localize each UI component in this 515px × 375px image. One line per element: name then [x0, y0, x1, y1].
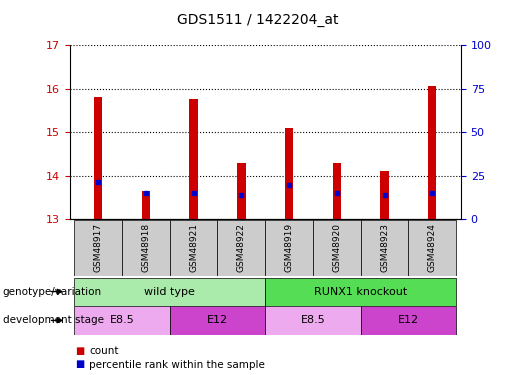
Text: E12: E12	[207, 315, 228, 326]
Text: percentile rank within the sample: percentile rank within the sample	[89, 360, 265, 369]
Bar	[408, 220, 456, 276]
Bar	[360, 306, 456, 334]
Bar	[333, 163, 341, 219]
Text: GSM48921: GSM48921	[189, 224, 198, 272]
Bar	[360, 220, 408, 276]
Text: GSM48918: GSM48918	[142, 224, 150, 272]
Bar	[190, 99, 198, 219]
Bar	[265, 306, 360, 334]
Text: development stage: development stage	[3, 315, 104, 326]
Bar	[74, 220, 122, 276]
Text: E12: E12	[398, 315, 419, 326]
Bar	[74, 278, 265, 306]
Bar	[74, 306, 170, 334]
Text: GSM48924: GSM48924	[428, 224, 437, 272]
Text: GSM48923: GSM48923	[380, 224, 389, 272]
Text: E8.5: E8.5	[110, 315, 134, 326]
Bar	[142, 191, 150, 219]
Bar	[381, 171, 389, 219]
Bar	[285, 128, 293, 219]
Bar	[237, 163, 246, 219]
Bar	[170, 220, 217, 276]
Text: wild type: wild type	[144, 286, 195, 297]
Bar	[122, 220, 170, 276]
Bar	[428, 86, 436, 219]
Bar	[313, 220, 360, 276]
Text: count: count	[89, 346, 118, 356]
Bar	[217, 220, 265, 276]
Bar	[170, 306, 265, 334]
Bar	[94, 98, 102, 219]
Bar	[265, 278, 456, 306]
Text: E8.5: E8.5	[301, 315, 325, 326]
Text: GSM48917: GSM48917	[94, 224, 102, 272]
Text: GSM48922: GSM48922	[237, 224, 246, 272]
Text: genotype/variation: genotype/variation	[3, 286, 101, 297]
Text: ■: ■	[75, 346, 84, 356]
Bar	[265, 220, 313, 276]
Text: ■: ■	[75, 360, 84, 369]
Text: GDS1511 / 1422204_at: GDS1511 / 1422204_at	[177, 13, 338, 27]
Text: GSM48920: GSM48920	[332, 224, 341, 272]
Text: GSM48919: GSM48919	[285, 224, 294, 272]
Text: RUNX1 knockout: RUNX1 knockout	[314, 286, 407, 297]
